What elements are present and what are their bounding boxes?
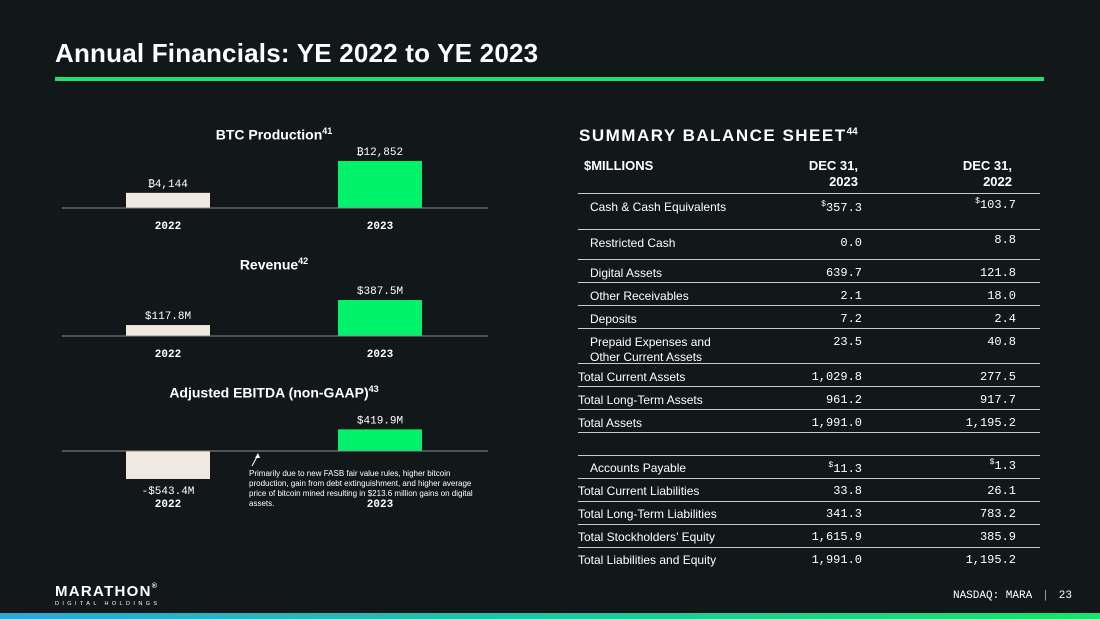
bar-2022 (126, 325, 210, 336)
table-cell-v2023: $357.3 (821, 200, 862, 215)
table-cell-v2023: 1,615.9 (811, 530, 862, 544)
table-cell-v2022: 385.9 (979, 530, 1016, 544)
value-label-2022: ₿4,144 (148, 179, 188, 191)
table-cell-v2023: 1,991.0 (811, 416, 862, 430)
bar-2023 (338, 161, 422, 208)
table-cell-v2023: 23.5 (833, 335, 862, 349)
chart-adjusted-ebitda: -$543.4M $419.9M 2022 2023 (62, 415, 488, 511)
bar-2022 (126, 192, 210, 208)
table-cell-v2023: 2.1 (840, 289, 862, 303)
table-row-label: Total Assets (578, 416, 643, 430)
table-cell-v2023: 341.3 (825, 507, 862, 521)
table-cell-v2022: $1.3 (989, 458, 1016, 473)
table-rule (578, 305, 1040, 306)
value-label-2022: $117.8M (145, 311, 191, 323)
page-title: Annual Financials: YE 2022 to YE 2023 (55, 38, 539, 68)
table-cell-v2023: 1,029.8 (811, 370, 862, 384)
table-cell-v2022: 2.4 (994, 312, 1016, 326)
chart-revenue: $117.8M $387.5M 2022 2023 (62, 286, 488, 361)
table-rule (578, 501, 1040, 502)
table-row-label: Total Stockholders’ Equity (578, 530, 715, 544)
table-rule (578, 409, 1040, 410)
value-label-2023: ₿12,852 (357, 147, 403, 159)
title-divider (55, 77, 1044, 81)
chart-title-adjusted-ebitda: Adjusted EBITDA (non-GAAP)43 (169, 384, 379, 401)
table-rule (578, 259, 1040, 260)
footer-ticker-page: NASDAQ: MARA | 23 (952, 590, 1072, 602)
tick-label-2023: 2023 (367, 499, 394, 511)
table-cell-v2023: 7.2 (840, 312, 862, 326)
table-cell-v2022: 8.8 (994, 233, 1016, 247)
table-row-label: Total Long-Term Assets (578, 393, 703, 407)
table-row-label: Prepaid Expenses and Other Current Assets (590, 335, 711, 364)
tick-label-2022: 2022 (155, 221, 181, 233)
table-row-label: Total Current Assets (578, 370, 686, 384)
table-row-label: Deposits (590, 312, 637, 326)
table-row-label: Accounts Payable (590, 461, 687, 475)
table-cell-v2023: 639.7 (825, 266, 862, 280)
table-cell-v2023: 33.8 (833, 484, 862, 498)
table-cell-v2022: 783.2 (979, 507, 1016, 521)
value-label-2022: -$543.4M (142, 486, 195, 498)
table-row-label: Other Receivables (590, 289, 689, 303)
balance-sheet-title: SUMMARY BALANCE SHEET44 (579, 126, 858, 145)
tick-label-2023: 2023 (367, 221, 394, 233)
table-cell-v2022: $103.7 (975, 197, 1016, 212)
table-cell-v2023: $11.3 (828, 461, 862, 476)
bar-2023 (338, 300, 422, 336)
chart-title-btc-production: BTC Production41 (215, 126, 333, 143)
table-cell-v2023: 961.2 (825, 393, 862, 407)
table-cell-v2022: 18.0 (987, 289, 1016, 303)
value-label-2023: $387.5M (357, 286, 403, 298)
table-rule (578, 229, 1040, 230)
value-label-2023: $419.9M (357, 415, 403, 427)
tick-label-2023: 2023 (367, 349, 394, 361)
table-cell-v2023: 0.0 (840, 236, 862, 250)
bottom-gradient-bar (0, 613, 1100, 619)
table-rule (578, 193, 1040, 194)
bar-2022 (126, 451, 210, 479)
bar-2023 (338, 429, 422, 451)
ticker: NASDAQ: MARA (952, 590, 1033, 602)
table-cell-v2022: 40.8 (987, 335, 1016, 349)
table-rule (578, 328, 1040, 329)
table-row-label: Digital Assets (590, 266, 663, 280)
table-cell-v2022: 26.1 (987, 484, 1016, 498)
table-cell-v2022: 121.8 (979, 266, 1016, 280)
table-cell-v2022: 917.7 (979, 393, 1016, 407)
table-cell-v2022: 1,195.2 (965, 553, 1016, 567)
table-rule (578, 363, 1040, 364)
table-row-label: Total Current Liabilities (578, 484, 700, 498)
marathon-logo: MARATHON® DIGITAL HOLDINGS (55, 583, 161, 607)
chart-title-revenue: Revenue42 (239, 256, 309, 273)
table-rule (578, 478, 1040, 479)
balance-sheet-header-label: $MILLIONS (584, 158, 654, 173)
table-row-label: Restricted Cash (590, 236, 676, 250)
table-row-label: Total Long-Term Liabilities (578, 507, 717, 521)
table-row-label: Cash & Cash Equivalents (590, 200, 727, 214)
arrow-head-icon (255, 453, 260, 458)
table-cell-v2022: 1,195.2 (965, 416, 1016, 430)
balance-sheet-header-2023: DEC 31, 2023 (808, 158, 858, 189)
tick-label-2022: 2022 (155, 349, 181, 361)
chart-btc-production: ₿4,144 ₿12,852 2022 2023 (62, 147, 488, 233)
table-cell-v2022: 277.5 (979, 370, 1016, 384)
table-rule (578, 282, 1040, 283)
ebitda-annotation: Primarily due to new FASB fair value rul… (249, 469, 473, 508)
table-row-label: Total Liabilities and Equity (578, 553, 717, 567)
table-cell-v2023: 1,991.0 (811, 553, 862, 567)
table-rule (578, 432, 1040, 433)
table-rule (578, 524, 1040, 525)
table-rule (578, 455, 1040, 456)
balance-sheet-header-2022: DEC 31, 2022 (962, 158, 1012, 189)
table-rule (578, 547, 1040, 548)
table-rule (578, 386, 1040, 387)
page-number: 23 (1058, 590, 1072, 602)
tick-label-2022: 2022 (155, 499, 181, 511)
